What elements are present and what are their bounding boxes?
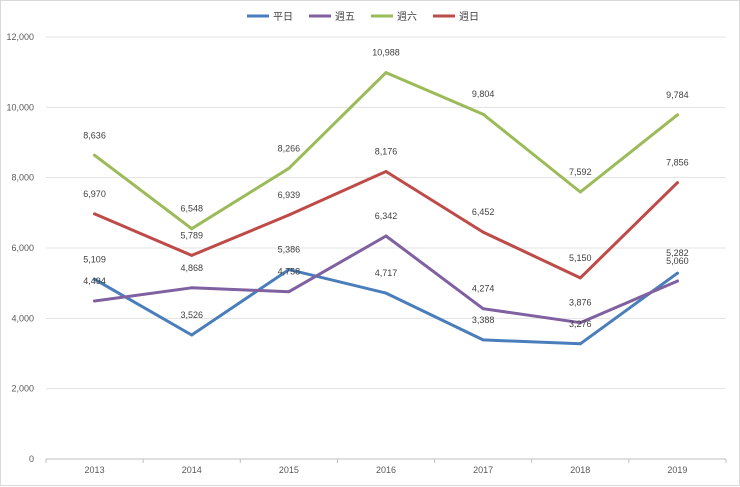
- data-point: [578, 321, 582, 325]
- data-point: [675, 181, 679, 185]
- data-point: [287, 268, 291, 272]
- data-label: 9,804: [472, 89, 495, 99]
- legend: 平日 週五 週六 週日: [247, 11, 479, 23]
- y-tick-label: 0: [29, 454, 34, 464]
- data-label: 6,342: [375, 211, 398, 221]
- data-label: 8,636: [83, 130, 106, 140]
- data-point: [190, 253, 194, 257]
- series-lines: [93, 71, 679, 346]
- legend-label: 週日: [459, 11, 479, 23]
- data-label: 6,939: [278, 190, 301, 200]
- data-point: [481, 230, 485, 234]
- data-label: 7,592: [569, 167, 592, 177]
- data-point: [93, 299, 97, 303]
- data-point: [675, 271, 679, 275]
- data-point: [384, 71, 388, 75]
- data-label: 6,970: [83, 189, 106, 199]
- data-label: 5,150: [569, 253, 592, 263]
- data-label: 3,526: [180, 310, 203, 320]
- y-tick-label: 6,000: [11, 243, 34, 253]
- data-point: [190, 333, 194, 337]
- gridlines: [46, 36, 726, 390]
- data-point: [93, 212, 97, 216]
- data-label: 9,784: [666, 90, 689, 100]
- x-tick-label: 2014: [182, 465, 202, 475]
- data-label: 5,060: [666, 256, 689, 266]
- data-point: [675, 113, 679, 117]
- legend-label: 週六: [397, 11, 417, 23]
- data-label: 3,876: [569, 298, 592, 308]
- data-labels: 5,109 3,526 5,386 4,717 3,388 3,276 5,282 4,494…: [83, 48, 688, 329]
- data-label: 4,868: [180, 263, 203, 273]
- data-point: [578, 276, 582, 280]
- data-point: [481, 307, 485, 311]
- data-point: [578, 342, 582, 346]
- data-point: [578, 190, 582, 194]
- data-point: [287, 213, 291, 217]
- x-tick-label: 2018: [570, 465, 590, 475]
- data-label: 8,176: [375, 146, 398, 156]
- data-point: [481, 338, 485, 342]
- legend-label: 週五: [335, 11, 355, 23]
- data-point: [481, 112, 485, 116]
- data-label: 5,109: [83, 254, 106, 264]
- legend-label: 平日: [273, 12, 293, 23]
- data-label: 6,548: [180, 204, 203, 214]
- x-tick-label: 2016: [376, 465, 396, 475]
- data-point: [93, 153, 97, 157]
- data-label: 7,856: [666, 158, 689, 168]
- data-label: 3,276: [569, 319, 592, 329]
- data-label: 4,494: [83, 276, 106, 286]
- data-label: 4,717: [375, 268, 398, 278]
- y-tick-label: 8,000: [11, 173, 34, 183]
- data-point: [287, 290, 291, 294]
- data-point: [384, 291, 388, 295]
- y-tick-label: 4,000: [11, 313, 34, 323]
- x-tick-label: 2015: [279, 465, 299, 475]
- data-point: [384, 169, 388, 173]
- data-point: [93, 277, 97, 281]
- y-tick-label: 12,000: [6, 32, 34, 42]
- x-tick-label: 2017: [473, 465, 493, 475]
- axes: 0 2,000 4,000 6,000 8,000 10,000 12,000 2013 201…: [6, 32, 727, 475]
- data-label: 6,452: [472, 207, 495, 217]
- data-label: 8,266: [278, 143, 301, 153]
- data-label: 10,988: [372, 48, 400, 58]
- data-point: [287, 166, 291, 170]
- data-label: 4,274: [472, 284, 495, 294]
- data-label: 5,789: [180, 230, 203, 240]
- x-tick-label: 2019: [667, 465, 687, 475]
- y-tick-label: 10,000: [6, 102, 34, 112]
- data-label: 3,388: [472, 315, 495, 325]
- data-label: 5,282: [666, 248, 689, 258]
- data-point: [190, 286, 194, 290]
- x-tick-label: 2013: [85, 465, 105, 475]
- data-point: [675, 279, 679, 283]
- data-point: [190, 227, 194, 231]
- data-label: 4,758: [278, 267, 301, 277]
- data-label: 5,386: [278, 245, 301, 255]
- data-point: [384, 234, 388, 238]
- y-tick-label: 2,000: [11, 384, 34, 394]
